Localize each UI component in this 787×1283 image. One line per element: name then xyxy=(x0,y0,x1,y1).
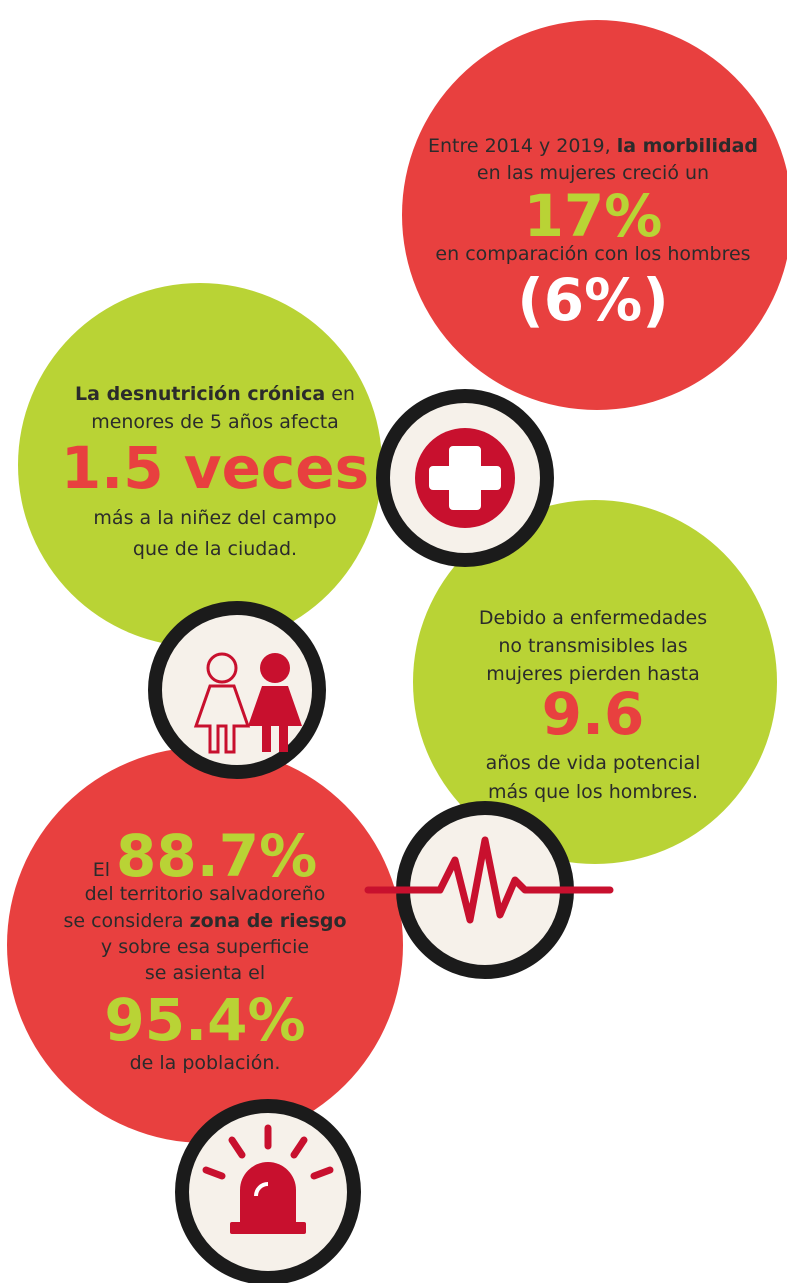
text-line: del territorio salvadoreño xyxy=(85,883,326,905)
children-icon xyxy=(148,601,326,779)
bold-text: La desnutrición crónica xyxy=(75,383,325,405)
text: de la población. xyxy=(130,1052,281,1074)
highlight-number: 88.7% xyxy=(116,822,317,890)
text-line: y sobre esa superficie xyxy=(101,936,309,958)
alarm-icon xyxy=(175,1099,361,1283)
text: en xyxy=(325,383,355,405)
text: en comparación con los hombres xyxy=(435,243,750,265)
highlight-number: 95.4% xyxy=(104,986,305,1054)
text: Debido a enfermedades xyxy=(479,607,707,629)
text-line: 95.4% xyxy=(104,986,305,1054)
text-line: no transmisibles las xyxy=(498,635,687,657)
health-icon xyxy=(376,389,554,567)
text: menores de 5 años afecta xyxy=(91,411,339,433)
text-line: se considera zona de riesgo xyxy=(63,910,346,932)
highlight-number: 9.6 xyxy=(542,680,645,748)
text-line: El 88.7% xyxy=(93,822,318,890)
highlight-number: 1.5 veces xyxy=(61,434,369,502)
text-line: mujeres pierden hasta xyxy=(486,663,700,685)
text: no transmisibles las xyxy=(498,635,687,657)
text: más a la niñez del campo xyxy=(93,507,336,529)
text-line: más a la niñez del campo xyxy=(93,507,336,529)
text-line: que de la ciudad. xyxy=(133,538,297,560)
text: años de vida potencial xyxy=(486,752,701,774)
circle xyxy=(7,747,403,1143)
bold-text: la morbilidad xyxy=(617,135,758,157)
text: El xyxy=(93,859,116,881)
text-line: en comparación con los hombres xyxy=(435,243,750,265)
highlight-number: (6%) xyxy=(517,266,669,334)
text: en las mujeres creció un xyxy=(477,162,709,184)
text: más que los hombres. xyxy=(488,781,698,803)
text-line: (6%) xyxy=(517,266,669,334)
text-line: 9.6 xyxy=(542,680,645,748)
text-line: 17% xyxy=(524,182,663,250)
text: se asienta el xyxy=(145,962,265,984)
bold-text: zona de riesgo xyxy=(190,910,347,932)
text-line: Debido a enfermedades xyxy=(479,607,707,629)
text: que de la ciudad. xyxy=(133,538,297,560)
circle xyxy=(413,500,777,864)
text: se considera xyxy=(63,910,189,932)
text-line: años de vida potencial xyxy=(486,752,701,774)
text: del territorio salvadoreño xyxy=(85,883,326,905)
text-line: de la población. xyxy=(130,1052,281,1074)
highlight-number: 17% xyxy=(524,182,663,250)
heartbeat-icon xyxy=(364,801,614,979)
text-line: más que los hombres. xyxy=(488,781,698,803)
circle xyxy=(402,20,787,410)
text: y sobre esa superficie xyxy=(101,936,309,958)
text-line: Entre 2014 y 2019, la morbilidad xyxy=(428,135,758,157)
circle xyxy=(18,283,382,647)
text-line: 1.5 veces xyxy=(61,434,369,502)
text-line: se asienta el xyxy=(145,962,265,984)
text-line: menores de 5 años afecta xyxy=(91,411,339,433)
text: mujeres pierden hasta xyxy=(486,663,700,685)
text-line: en las mujeres creció un xyxy=(477,162,709,184)
text: Entre 2014 y 2019, xyxy=(428,135,617,157)
text-line: La desnutrición crónica en xyxy=(75,383,355,405)
